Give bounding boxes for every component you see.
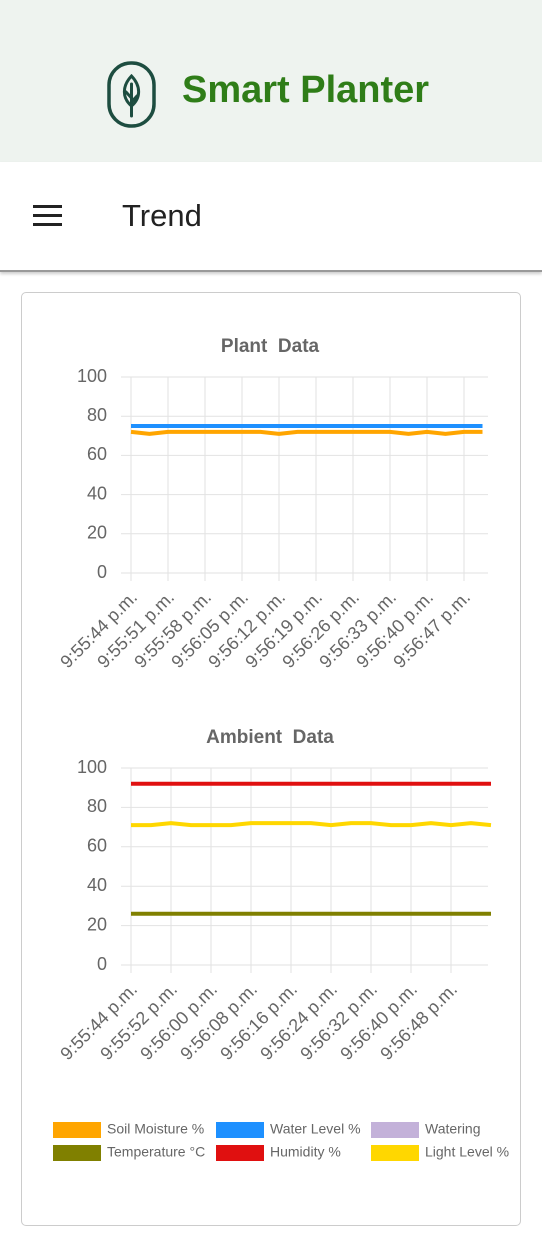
legend-swatch: [371, 1122, 419, 1138]
app-title: Smart Planter: [182, 69, 430, 111]
series-line: [130, 429, 483, 436]
nav-bar: Trend: [0, 162, 542, 272]
legend-label: Water Level %: [270, 1121, 361, 1137]
card: [21, 292, 521, 1226]
series-line: [131, 821, 492, 828]
legend-label: Watering: [425, 1121, 481, 1137]
legend-swatch: [216, 1145, 264, 1161]
y-tick-label: 20: [87, 523, 107, 543]
y-tick-label: 40: [87, 875, 107, 895]
y-tick-label: 100: [77, 757, 107, 777]
legend-swatch: [53, 1145, 101, 1161]
chart-title: Plant Data: [221, 336, 320, 357]
chart-title: Ambient Data: [206, 727, 334, 748]
legend-label: Temperature °C: [107, 1144, 205, 1160]
legend-swatch: [371, 1145, 419, 1161]
y-tick-label: 80: [87, 405, 107, 425]
legend-label: Light Level %: [425, 1144, 509, 1160]
legend-swatch: [53, 1122, 101, 1138]
page-title: Trend: [122, 198, 202, 233]
header: Smart Planter: [0, 0, 542, 162]
y-tick-label: 20: [87, 914, 107, 934]
y-tick-label: 80: [87, 796, 107, 816]
y-tick-label: 100: [77, 366, 107, 386]
logo: [107, 61, 156, 128]
y-tick-label: 40: [87, 483, 107, 503]
y-tick-label: 60: [87, 836, 107, 856]
y-tick-label: 0: [97, 954, 107, 974]
legend-swatch: [216, 1122, 264, 1138]
legend-label: Soil Moisture %: [107, 1121, 204, 1137]
menu-button[interactable]: [31, 202, 71, 232]
y-tick-label: 60: [87, 444, 107, 464]
y-tick-label: 0: [97, 562, 107, 582]
legend-label: Humidity %: [270, 1144, 341, 1160]
